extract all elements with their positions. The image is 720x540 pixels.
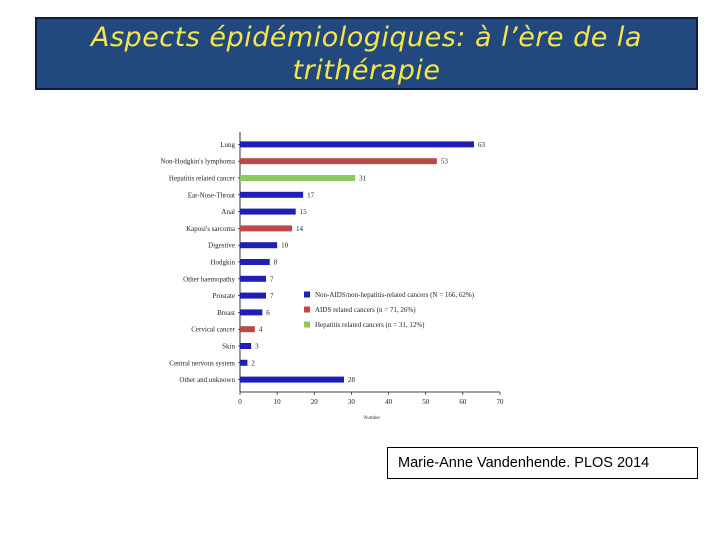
slide-title-banner: Aspects épidémiologiques: à l’ère de la …: [35, 17, 698, 90]
category-label: Central nervous system: [169, 359, 235, 367]
bar: [240, 359, 248, 366]
bar-value-label: 7: [270, 275, 274, 283]
x-axis-label: Number: [364, 416, 381, 421]
bar-value-label: 53: [441, 158, 449, 166]
category-label: Kaposi's sarcoma: [186, 225, 236, 233]
legend-swatch: [304, 306, 310, 313]
bar: [240, 158, 437, 165]
legend-swatch: [304, 321, 310, 328]
bar: [240, 225, 292, 232]
citation-box: Marie-Anne Vandenhende. PLOS 2014: [387, 447, 698, 479]
x-tick-label: 0: [238, 398, 242, 406]
category-label: Non-Hodgkin's lymphoma: [160, 158, 235, 166]
bar: [240, 208, 296, 215]
citation-text: Marie-Anne Vandenhende. PLOS 2014: [398, 455, 650, 471]
bar: [240, 141, 474, 148]
bar-value-label: 63: [478, 141, 486, 149]
x-tick-label: 20: [311, 398, 319, 406]
bar: [240, 191, 304, 198]
category-label: Ear-Nose-Throat: [188, 191, 235, 199]
bar-value-label: 31: [359, 175, 367, 183]
category-label: Anal: [221, 208, 235, 216]
bar: [240, 376, 344, 383]
legend-label: Hepatitis related cancers (n = 31, 12%): [315, 321, 425, 329]
bar-value-label: 8: [274, 259, 278, 267]
x-tick-label: 50: [422, 398, 430, 406]
bar-value-label: 15: [300, 208, 308, 216]
bar-value-label: 14: [296, 225, 304, 233]
legend-label: AIDS related cancers (n = 71, 26%): [315, 306, 416, 314]
category-label: Lung: [220, 141, 235, 149]
bar: [240, 175, 356, 181]
x-tick-label: 30: [348, 398, 356, 406]
category-label: Hodgkin: [211, 259, 236, 267]
category-label: Other and unknown: [179, 376, 235, 384]
bar-value-label: 6: [266, 309, 270, 317]
bar-value-label: 7: [270, 292, 274, 300]
bar-value-label: 28: [348, 376, 356, 384]
bar: [240, 259, 270, 265]
bar-value-label: 4: [259, 326, 263, 334]
bar: [240, 292, 266, 299]
x-tick-label: 10: [274, 398, 282, 406]
legend-swatch: [304, 291, 310, 298]
category-label: Prostate: [212, 292, 235, 300]
bar-value-label: 3: [255, 343, 259, 351]
category-label: Breast: [217, 309, 235, 317]
bar: [240, 326, 255, 333]
slide-title: Aspects épidémiologiques: à l’ère de la …: [91, 21, 642, 86]
legend-label: Non-AIDS/non-hepatitis-related cancers (…: [315, 291, 475, 299]
category-label: Digestive: [208, 242, 235, 250]
category-label: Hepatitis related cancer: [169, 175, 236, 183]
category-label: Skin: [222, 343, 235, 351]
x-tick-label: 70: [497, 398, 505, 406]
bar: [240, 242, 278, 249]
category-label: Cervical cancer: [191, 326, 235, 334]
x-tick-label: 40: [385, 398, 393, 406]
bar-value-label: 17: [307, 191, 315, 199]
bar-value-label: 2: [251, 359, 255, 367]
category-label: Other haemopathy: [183, 275, 235, 283]
bar-value-label: 10: [281, 242, 289, 250]
bar: [240, 275, 266, 282]
bar: [240, 309, 263, 316]
x-tick-label: 60: [459, 398, 467, 406]
bar: [240, 343, 252, 349]
